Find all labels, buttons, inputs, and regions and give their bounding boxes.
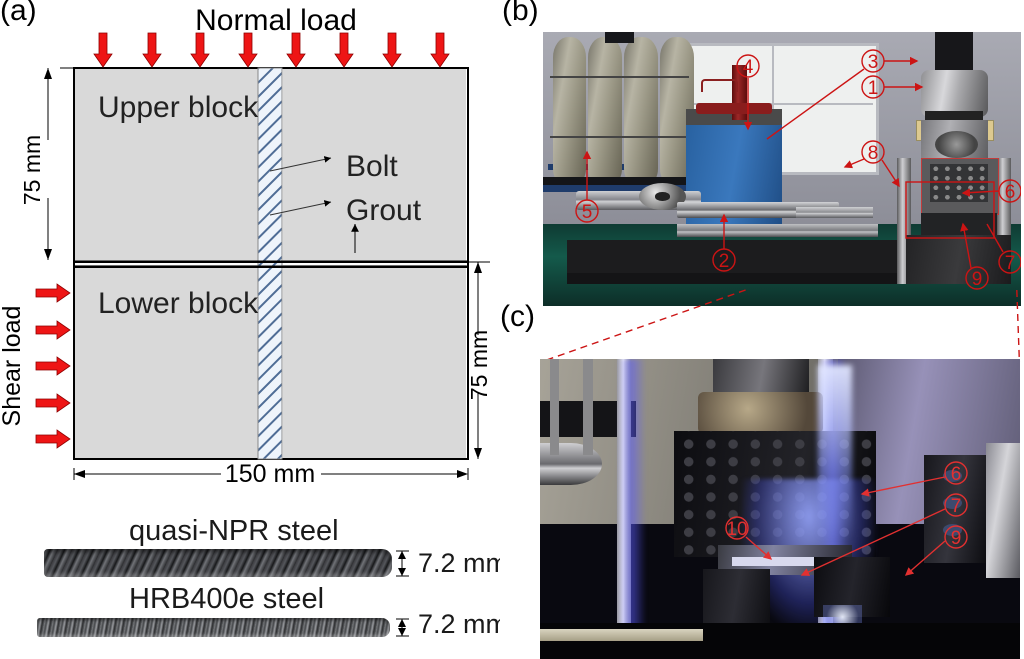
- svg-text:Bolt: Bolt: [346, 150, 398, 183]
- svg-text:75 mm: 75 mm: [466, 330, 492, 400]
- svg-text:7.2 mm: 7.2 mm: [418, 548, 500, 578]
- svg-text:6: 6: [951, 464, 962, 485]
- svg-text:9: 9: [951, 528, 962, 549]
- svg-text:7: 7: [951, 496, 962, 517]
- svg-text:Normal load: Normal load: [195, 4, 357, 37]
- svg-text:75 mm: 75 mm: [19, 135, 45, 205]
- svg-text:150 mm: 150 mm: [225, 460, 315, 488]
- svg-text:Upper block: Upper block: [98, 91, 259, 124]
- svg-text:Grout: Grout: [346, 194, 422, 227]
- svg-text:Shear load: Shear load: [0, 306, 26, 427]
- svg-text:Lower block: Lower block: [98, 287, 259, 320]
- svg-text:quasi-NPR steel: quasi-NPR steel: [129, 515, 339, 547]
- svg-text:HRB400e steel: HRB400e steel: [129, 583, 324, 615]
- svg-text:10: 10: [726, 519, 747, 540]
- svg-text:7.2 mm: 7.2 mm: [418, 609, 500, 639]
